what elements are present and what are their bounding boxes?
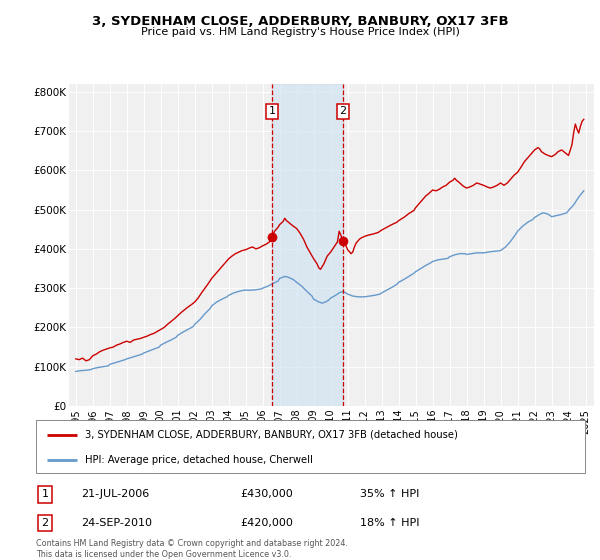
Text: HPI: Average price, detached house, Cherwell: HPI: Average price, detached house, Cher…: [85, 455, 313, 465]
Text: 2: 2: [41, 518, 49, 528]
Text: 3, SYDENHAM CLOSE, ADDERBURY, BANBURY, OX17 3FB (detached house): 3, SYDENHAM CLOSE, ADDERBURY, BANBURY, O…: [85, 430, 458, 440]
Text: 2: 2: [340, 106, 347, 116]
Text: 24-SEP-2010: 24-SEP-2010: [81, 518, 152, 528]
Text: 21-JUL-2006: 21-JUL-2006: [81, 489, 149, 500]
Text: Contains HM Land Registry data © Crown copyright and database right 2024.
This d: Contains HM Land Registry data © Crown c…: [36, 539, 348, 559]
Text: 3, SYDENHAM CLOSE, ADDERBURY, BANBURY, OX17 3FB: 3, SYDENHAM CLOSE, ADDERBURY, BANBURY, O…: [92, 15, 508, 27]
Text: 1: 1: [41, 489, 49, 500]
Text: Price paid vs. HM Land Registry's House Price Index (HPI): Price paid vs. HM Land Registry's House …: [140, 27, 460, 37]
Text: 1: 1: [268, 106, 275, 116]
Text: £430,000: £430,000: [240, 489, 293, 500]
Text: 35% ↑ HPI: 35% ↑ HPI: [360, 489, 419, 500]
Bar: [272, 84, 343, 406]
Text: 18% ↑ HPI: 18% ↑ HPI: [360, 518, 419, 528]
Text: £420,000: £420,000: [240, 518, 293, 528]
